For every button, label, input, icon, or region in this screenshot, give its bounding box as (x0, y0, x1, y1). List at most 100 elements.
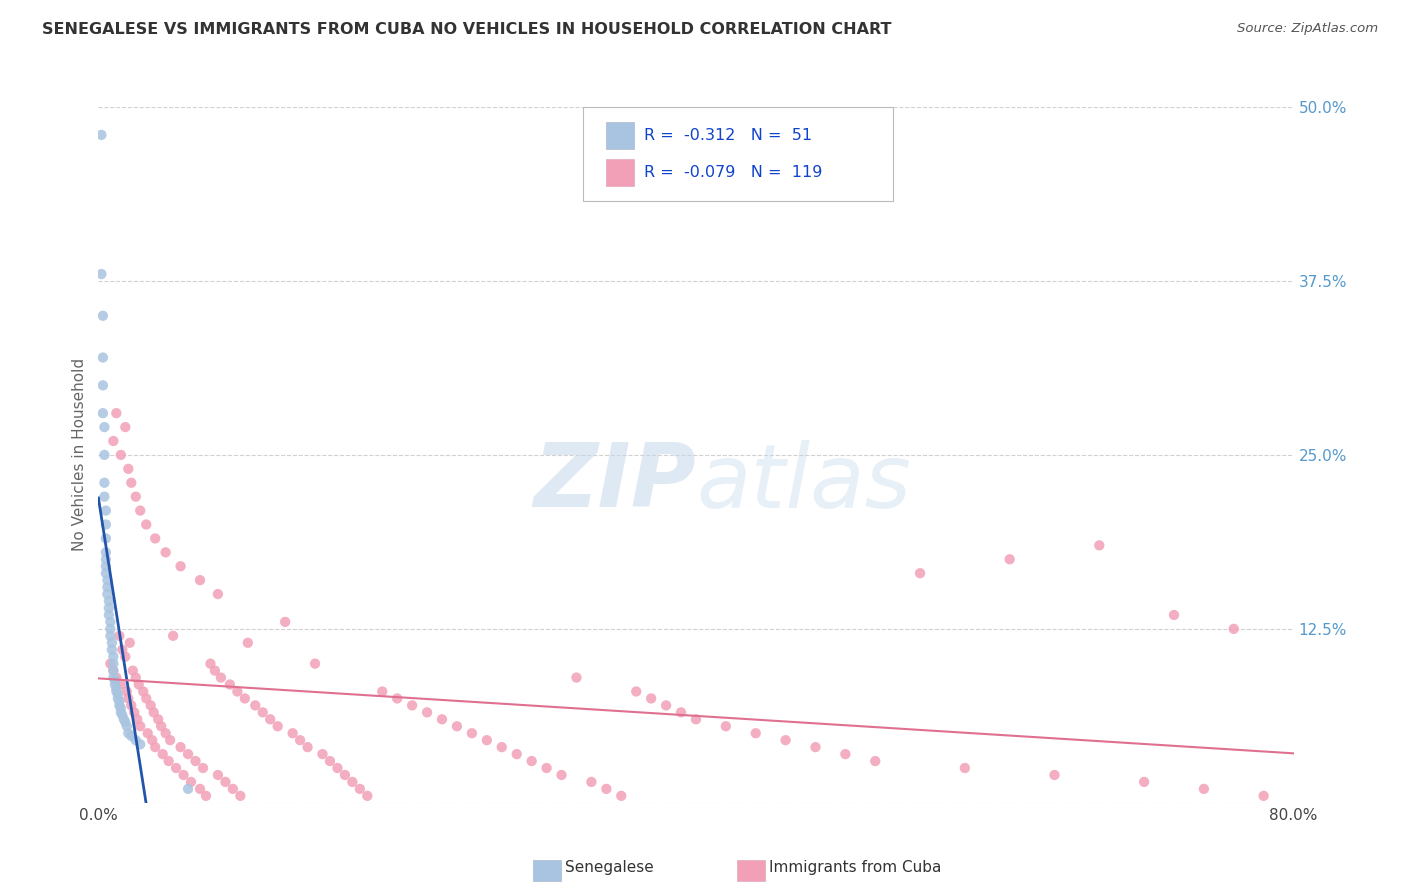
Point (98, 622, 122, 636)
Point (998, 552, 1021, 566)
Point (165, 761, 187, 775)
Point (108, 629, 131, 643)
Point (98, 657, 122, 671)
Point (103, 434, 125, 448)
Point (125, 671, 148, 685)
Point (101, 642, 124, 657)
Point (207, 768, 229, 782)
Point (143, 740, 166, 755)
Point (120, 729, 142, 743)
Point (446, 719, 468, 733)
Point (155, 726, 177, 740)
Point (714, 719, 737, 733)
Point (200, 657, 222, 671)
Point (1253, 789, 1275, 803)
Point (640, 691, 662, 706)
Point (112, 712, 135, 726)
Point (114, 420, 136, 434)
Point (110, 701, 132, 715)
Point (342, 775, 364, 789)
Text: Senegalese: Senegalese (565, 861, 654, 875)
Point (127, 712, 149, 726)
Point (194, 789, 218, 803)
Point (96, 580, 118, 594)
Point (110, 706, 132, 720)
Point (129, 719, 152, 733)
Point (111, 642, 134, 657)
Point (117, 691, 139, 706)
Point (401, 698, 423, 713)
Point (152, 747, 174, 761)
Point (115, 684, 138, 698)
Point (110, 448, 132, 462)
Point (311, 747, 333, 761)
Point (97, 607, 120, 622)
Point (267, 719, 290, 733)
Point (155, 545, 177, 559)
Point (107, 691, 129, 706)
Point (177, 747, 200, 761)
Point (108, 694, 131, 708)
Point (536, 761, 558, 775)
Point (143, 532, 166, 546)
Point (97, 594, 120, 608)
Point (105, 671, 128, 685)
Point (356, 789, 378, 803)
Point (117, 462, 139, 476)
Point (105, 681, 128, 696)
Point (745, 726, 768, 740)
Point (94, 559, 117, 574)
Point (209, 671, 232, 685)
Point (97, 601, 120, 615)
Point (135, 517, 157, 532)
Point (288, 733, 311, 747)
Point (110, 677, 132, 691)
Point (96, 587, 118, 601)
Point (624, 684, 647, 698)
Point (169, 559, 191, 574)
Point (1223, 622, 1246, 636)
Point (91, 378, 114, 392)
Point (157, 754, 180, 768)
Point (98, 629, 122, 643)
Point (416, 706, 439, 720)
Point (94, 545, 117, 559)
Point (125, 733, 148, 747)
Text: ZIP: ZIP (533, 439, 696, 526)
Point (94, 517, 117, 532)
Point (114, 715, 136, 730)
Point (120, 475, 142, 490)
Point (274, 615, 297, 629)
Point (136, 726, 159, 740)
Point (135, 691, 157, 706)
Point (180, 775, 202, 789)
Point (1192, 781, 1215, 796)
Point (204, 664, 226, 678)
Text: Source: ZipAtlas.com: Source: ZipAtlas.com (1237, 22, 1378, 36)
Point (229, 789, 252, 803)
Point (371, 684, 394, 698)
Point (319, 754, 342, 768)
Text: R =  -0.312   N =  51: R = -0.312 N = 51 (644, 128, 813, 143)
Point (565, 671, 588, 685)
Point (93, 490, 115, 504)
Point (1133, 775, 1156, 789)
Point (129, 737, 152, 751)
Point (595, 781, 617, 796)
Point (222, 781, 245, 796)
Point (91, 309, 114, 323)
Point (159, 733, 181, 747)
Point (669, 706, 692, 720)
Point (148, 712, 170, 726)
Point (129, 503, 152, 517)
Point (114, 649, 136, 664)
Point (105, 684, 128, 698)
Point (117, 726, 139, 740)
Point (475, 733, 498, 747)
Point (120, 698, 142, 713)
Point (834, 747, 856, 761)
Point (655, 698, 678, 713)
Point (1088, 538, 1111, 552)
Point (121, 664, 143, 678)
Point (461, 726, 484, 740)
